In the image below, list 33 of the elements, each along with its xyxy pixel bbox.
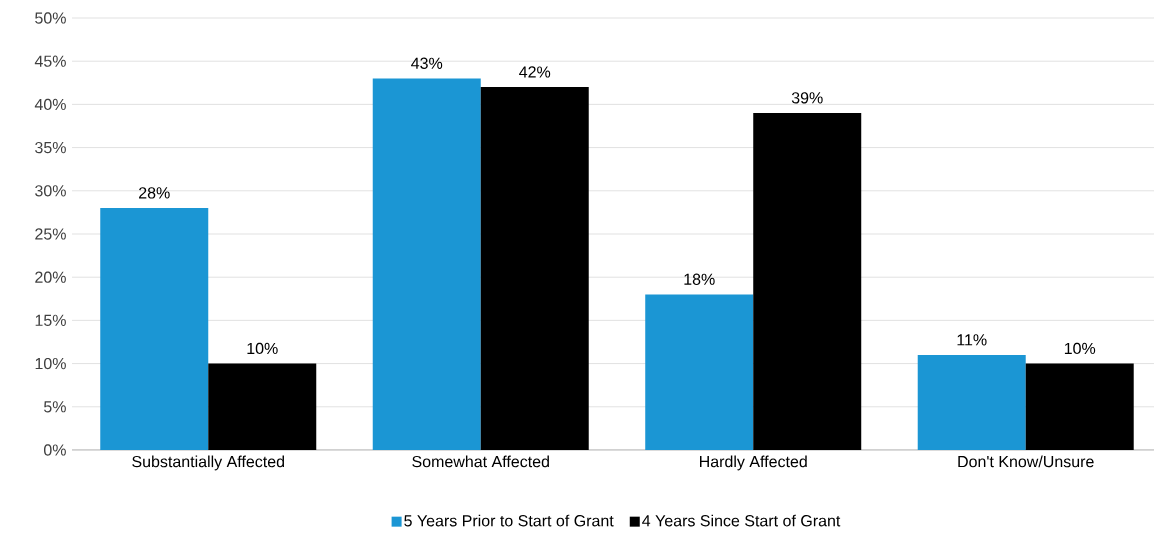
y-tick-label: 0% xyxy=(43,444,66,456)
legend-label: 5 Years Prior to Start of Grant xyxy=(404,514,614,527)
bar xyxy=(753,113,862,450)
data-label: 10% xyxy=(1064,342,1096,355)
y-tick-label: 10% xyxy=(35,357,66,370)
data-label: 18% xyxy=(684,273,715,285)
x-tick-label: Don't Know/Unsure xyxy=(958,455,1094,468)
bar xyxy=(100,208,209,450)
y-tick-label: 35% xyxy=(35,141,66,154)
data-label: 28% xyxy=(139,187,170,199)
bar xyxy=(645,294,754,450)
legend-label: 4 Years Since Start of Grant xyxy=(642,514,841,527)
data-label: 11% xyxy=(957,334,987,346)
y-tick-label: 40% xyxy=(34,98,66,111)
data-label: 42% xyxy=(519,66,551,78)
y-tick-label: 30% xyxy=(35,185,66,197)
y-tick-label: 15% xyxy=(35,314,66,327)
y-tick-label: 45% xyxy=(34,55,66,67)
bar xyxy=(208,363,317,450)
y-tick-label: 25% xyxy=(35,228,66,240)
x-tick-label: Substantially Affected xyxy=(132,455,285,471)
y-tick-label: 50% xyxy=(35,12,66,24)
bar xyxy=(480,87,589,450)
x-tick-label: Somewhat Affected xyxy=(412,455,549,468)
data-label: 43% xyxy=(411,57,443,69)
bar xyxy=(372,78,481,450)
bar xyxy=(917,354,1026,450)
data-label: 10% xyxy=(247,342,278,355)
y-tick-label: 20% xyxy=(35,271,66,283)
data-label: 39% xyxy=(791,92,823,104)
y-tick-label: 5% xyxy=(44,401,66,413)
bar xyxy=(1025,363,1134,450)
x-tick-label: Hardly Affected xyxy=(700,455,807,471)
